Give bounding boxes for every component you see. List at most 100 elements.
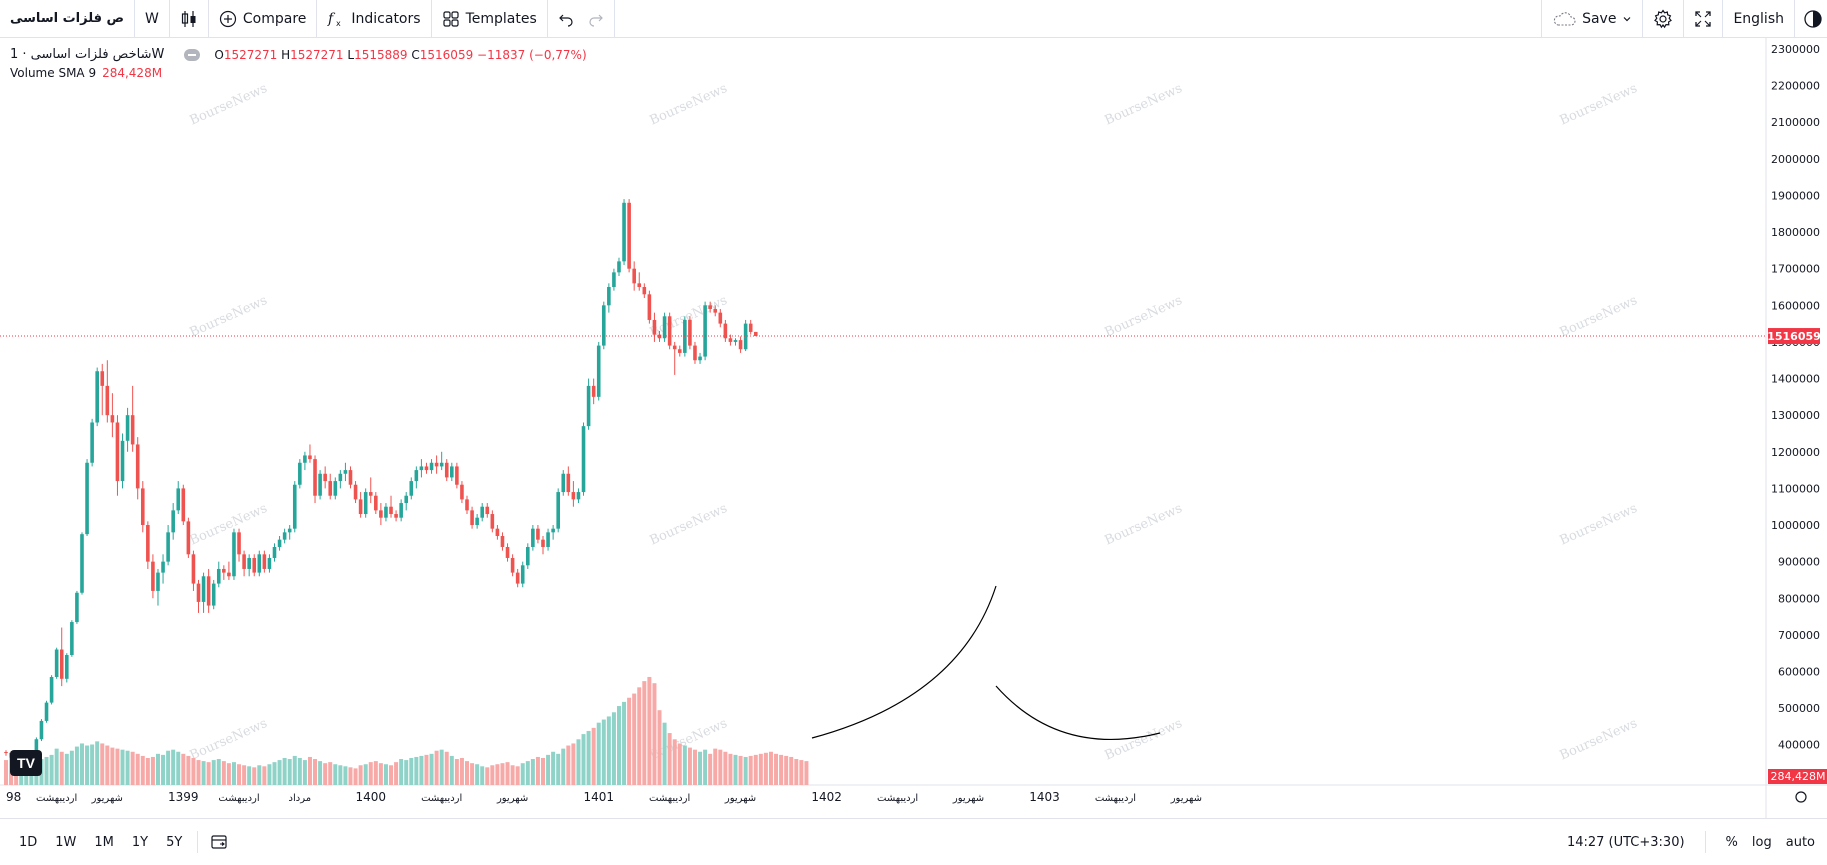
candle-body — [232, 532, 236, 577]
volume-bar — [500, 763, 505, 785]
volume-bar — [804, 761, 809, 785]
volume-bar — [115, 748, 120, 785]
volume-bar — [252, 767, 257, 785]
settings-button[interactable] — [1642, 0, 1683, 38]
candle-body — [34, 739, 39, 753]
volume-bar — [561, 748, 566, 785]
price-axis-tick: 2300000 — [1771, 43, 1820, 56]
candle-body — [64, 655, 69, 679]
time-axis-label: 1399 — [168, 790, 199, 804]
volume-bar — [150, 756, 155, 785]
candle-body — [576, 492, 581, 500]
volume-bar — [267, 764, 272, 785]
volume-bar — [247, 766, 252, 785]
compare-button[interactable]: Compare — [209, 0, 318, 38]
time-axis-label: اردیبهشت — [421, 793, 462, 804]
volume-bar — [698, 751, 703, 785]
volume-bar — [525, 761, 530, 785]
cloud-icon — [1553, 11, 1576, 26]
volume-bar — [551, 751, 556, 785]
candle-body — [151, 561, 155, 591]
chart-type-button[interactable] — [170, 0, 209, 38]
candle-body — [161, 561, 165, 573]
candle-body — [363, 492, 368, 515]
candle-body — [181, 488, 186, 522]
watermark-text: BourseNews — [1558, 293, 1640, 341]
candle-body — [70, 622, 74, 656]
volume-bar — [105, 745, 110, 785]
drawing-curve-up[interactable] — [811, 585, 997, 739]
candle-body — [546, 532, 550, 547]
top-toolbar: ص فلزات اساسی W Compare f x Indicators — [0, 0, 1827, 38]
volume-bar — [601, 719, 606, 785]
candle-body — [561, 473, 566, 493]
volume-bar — [333, 764, 338, 785]
axis-settings-icon[interactable] — [1795, 791, 1807, 803]
drawing-curve-down[interactable] — [995, 685, 1161, 740]
candle-body — [343, 470, 348, 474]
undo-icon[interactable] — [558, 11, 574, 27]
candle-body — [738, 340, 743, 350]
symbol-search-button[interactable]: ص فلزات اساسی — [0, 0, 136, 38]
candle-body — [368, 492, 373, 496]
candle-body — [541, 539, 545, 547]
legend-volume-row[interactable]: Volume SMA 9 284,428M — [10, 64, 587, 82]
volume-bar — [687, 747, 692, 785]
volume-bar — [576, 739, 581, 785]
volume-bar — [130, 751, 135, 785]
timezone-button[interactable]: 14:27 (UTC+3:30) — [1566, 834, 1685, 850]
volume-bar — [242, 765, 247, 785]
volume-bar — [191, 757, 196, 785]
volume-bar — [571, 743, 576, 785]
candle-body — [227, 572, 231, 577]
log-toggle[interactable]: log — [1751, 834, 1772, 850]
volume-bar — [110, 747, 115, 785]
tradingview-logo[interactable]: TV — [10, 750, 42, 776]
volume-bar — [642, 681, 647, 785]
candle-body — [191, 554, 196, 584]
templates-button[interactable]: Templates — [432, 0, 548, 38]
range-button-1w[interactable]: 1W — [55, 834, 77, 850]
theme-button[interactable] — [1794, 0, 1827, 38]
candle-body — [394, 514, 398, 518]
watermark-text: BourseNews — [1558, 716, 1640, 764]
interval-button[interactable]: W — [135, 0, 170, 38]
goto-date-icon[interactable] — [210, 833, 228, 851]
range-button-1y[interactable]: 1Y — [131, 834, 149, 850]
auto-toggle[interactable]: auto — [1785, 834, 1815, 850]
candle-body — [298, 462, 302, 485]
candle-body — [475, 517, 479, 526]
hide-series-button[interactable] — [184, 49, 201, 61]
candle-body — [703, 305, 707, 357]
candle-body — [135, 444, 140, 489]
legend-symbol-title[interactable]: شاخص فلزات اساسی · 1W — [10, 47, 165, 62]
candle-body — [110, 415, 115, 423]
volume-bar — [505, 762, 510, 785]
range-button-5y[interactable]: 5Y — [166, 834, 183, 850]
language-button[interactable]: English — [1722, 0, 1794, 38]
watermark-text: BourseNews — [648, 501, 730, 549]
price-chart[interactable]: BourseNews BourseNews BourseNews BourseNews… — [0, 38, 1827, 818]
volume-bar — [389, 765, 394, 785]
fullscreen-button[interactable] — [1683, 0, 1722, 38]
candle-body — [657, 334, 662, 339]
toolbar-right: Save English — [1541, 0, 1827, 38]
candle-body — [54, 649, 59, 677]
candle-body — [525, 546, 530, 566]
candle-body — [672, 345, 677, 350]
candle-body — [510, 557, 515, 573]
time-axis-label: 1402 — [811, 790, 842, 804]
volume-bar — [490, 765, 495, 785]
volume-bar — [49, 754, 54, 785]
range-button-1d[interactable]: 1D — [19, 834, 38, 850]
volume-bar — [399, 759, 404, 785]
price-axis-tick: 800000 — [1778, 592, 1820, 605]
open-value: 1527271 — [223, 48, 278, 62]
volume-bar — [657, 710, 662, 785]
save-button[interactable]: Save — [1541, 0, 1642, 38]
range-button-1m[interactable]: 1M — [94, 834, 114, 850]
indicators-button[interactable]: f x Indicators — [317, 0, 432, 38]
price-axis-tick: 1900000 — [1771, 189, 1820, 202]
redo-icon[interactable] — [588, 11, 604, 27]
percent-toggle[interactable]: % — [1725, 834, 1738, 850]
